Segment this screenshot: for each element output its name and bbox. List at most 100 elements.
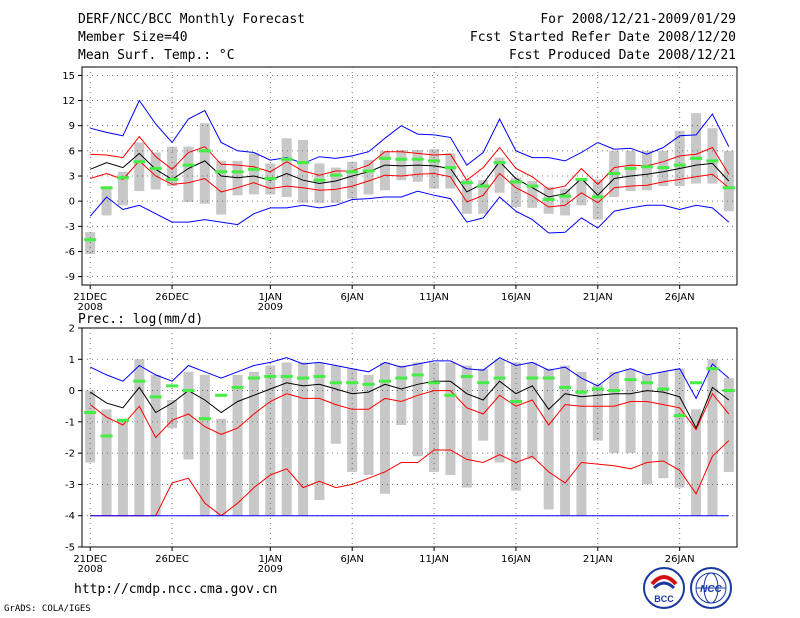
prec-y-tick-label: -4 <box>65 511 75 522</box>
temp-x-tick-year: 2009 <box>258 302 283 313</box>
prec-observed-marker <box>477 381 490 385</box>
prec-x-tick-label: 1JAN <box>259 554 282 565</box>
prec-spread-bar <box>298 362 309 516</box>
prec-x-tick-year: 2008 <box>77 564 102 575</box>
temp-max-line <box>90 99 730 166</box>
prec-observed-marker <box>657 387 670 391</box>
temp-observed-marker <box>673 163 686 167</box>
prec-observed-marker <box>166 384 179 388</box>
temp-spread-bar <box>445 153 456 189</box>
prec-spread-bar <box>134 359 145 516</box>
prec-spread-bar <box>494 359 505 463</box>
temp-observed-marker <box>428 159 441 163</box>
temp-spread-bar <box>117 171 128 206</box>
temp-observed-marker <box>722 186 735 190</box>
temp-observed-marker <box>411 157 424 161</box>
temp-spread-bar <box>494 157 505 193</box>
prec-spread-bar <box>167 399 178 429</box>
prec-observed-marker <box>509 400 522 404</box>
bcc-logo: BCC <box>643 567 685 609</box>
temp-spread-bar <box>461 179 472 214</box>
prec-observed-marker <box>640 381 653 385</box>
temp-spread-bar <box>216 160 227 215</box>
prec-observed-marker <box>526 376 539 380</box>
temp-observed-marker <box>493 161 506 165</box>
temp-spread-bar <box>363 160 374 195</box>
prec-spread-bar <box>396 365 407 425</box>
temp-observed-marker <box>509 180 522 184</box>
temp-observed-marker <box>608 171 621 175</box>
prec-observed-marker <box>673 414 686 418</box>
temp-median-line <box>90 152 730 198</box>
temp-spread-bar <box>707 128 718 184</box>
temp-observed-marker <box>526 184 539 188</box>
prec-y-tick-label: -2 <box>65 449 75 460</box>
temp-observed-marker <box>640 165 653 169</box>
temp-observed-marker <box>133 160 146 164</box>
temp-observed-marker <box>297 161 310 165</box>
prec-observed-marker <box>624 378 637 382</box>
temp-y-tick-label: 6 <box>69 146 75 157</box>
prec-observed-marker <box>362 382 375 386</box>
temp-observed-marker <box>182 163 195 167</box>
prec-spread-bar <box>576 371 587 516</box>
prec-spread-bar <box>723 378 734 472</box>
prec-spread-bar <box>117 418 128 516</box>
temp-spread-bar <box>281 138 292 197</box>
temp-spread-bar <box>478 180 489 214</box>
temp-observed-marker <box>346 170 359 174</box>
prec-observed-marker <box>395 376 408 380</box>
temp-observed-marker <box>624 166 637 170</box>
prec-x-tick-label: 26DEC <box>155 554 189 565</box>
prec-y-tick-label: 1 <box>69 355 75 366</box>
temp-x-tick-label: 1JAN <box>259 292 282 303</box>
temp-observed-marker <box>362 169 375 173</box>
fcst-started-date: Fcst Started Refer Date 2008/12/20 <box>469 30 736 45</box>
precip-panel-title: Prec.: log(mm/d) <box>78 312 204 327</box>
temp-x-tick-label: 11JAN <box>419 292 449 303</box>
temp-spread-bar <box>560 188 571 216</box>
prec-y-tick-label: 2 <box>69 324 75 335</box>
prec-spread-bar <box>658 371 669 479</box>
prec-spread-bar <box>347 368 358 472</box>
grads-credit: GrADS: COLA/IGES <box>4 604 91 614</box>
prec-observed-marker <box>346 381 359 385</box>
forecast-period: For 2008/12/21-2009/01/29 <box>540 12 736 27</box>
prec-observed-marker <box>575 390 588 394</box>
temp-spread-bar <box>134 142 145 192</box>
prec-spread-bar <box>248 371 259 516</box>
prec-y-tick-label: 0 <box>69 386 75 397</box>
temp-observed-marker <box>149 166 162 170</box>
prec-observed-marker <box>116 418 129 422</box>
prec-observed-marker <box>608 389 621 393</box>
temp-x-tick-label: 6JAN <box>340 292 363 303</box>
temp-spread-bar <box>101 187 112 216</box>
website-url[interactable]: http://cmdp.ncc.cma.gov.cn <box>74 582 278 597</box>
prec-observed-marker <box>706 367 719 371</box>
temp-y-tick-label: 0 <box>69 197 75 208</box>
prec-observed-marker <box>84 410 97 414</box>
prec-spread-bar <box>150 374 161 516</box>
prec-spread-bar <box>232 374 243 516</box>
prec-observed-marker <box>100 434 113 438</box>
prec-spread-bar <box>101 409 112 516</box>
prec-y-tick-label: -3 <box>65 480 75 491</box>
prec-median-line <box>89 380 730 430</box>
prec-spread-bar <box>510 362 521 491</box>
temp-spread-bar <box>330 167 341 203</box>
prec-observed-marker <box>493 376 506 380</box>
prec-observed-marker <box>297 376 310 380</box>
prec-spread-bar <box>216 418 227 516</box>
prec-spread-bar <box>691 409 702 516</box>
prec-spread-bar <box>707 359 718 516</box>
temp-observed-marker <box>542 197 555 201</box>
temp-observed-marker <box>313 178 326 182</box>
temp-x-tick-label: 21JAN <box>583 292 613 303</box>
temp-observed-marker <box>460 181 473 185</box>
temp-spread-bar <box>199 123 210 204</box>
temp-observed-marker <box>559 194 572 198</box>
prec-x-tick-label: 21DEC <box>73 554 107 565</box>
prec-max-line <box>89 357 730 400</box>
temp-observed-marker <box>477 184 490 188</box>
